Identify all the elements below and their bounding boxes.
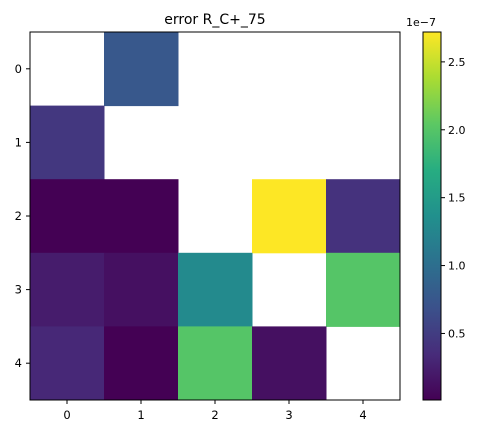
colorbar-exponent-label: 1e−7 xyxy=(406,16,436,29)
colorbar: 0.5 1.0 1.5 2.0 2.5 xyxy=(422,31,466,401)
colorbar-tick-label: 0.5 xyxy=(448,327,466,340)
x-tick-label: 2 xyxy=(211,408,218,422)
y-tick-label: 3 xyxy=(15,283,22,297)
heatmap-cell xyxy=(326,252,401,327)
heatmap-cells xyxy=(30,32,401,401)
y-tick-label: 1 xyxy=(15,135,22,149)
colorbar-tick-label: 1.0 xyxy=(448,260,466,273)
colorbar-tick-label: 1.5 xyxy=(448,192,466,205)
colorbar-tick-label: 2.5 xyxy=(448,56,466,69)
heatmap-cell xyxy=(30,326,105,401)
colorbar-tick-label: 2.0 xyxy=(448,124,466,137)
heatmap-cell xyxy=(252,179,327,254)
heatmap-cell xyxy=(178,252,253,327)
heatmap-cell xyxy=(104,32,179,107)
heatmap-cell xyxy=(30,105,105,180)
heatmap-cell xyxy=(104,252,179,327)
heatmap-cell xyxy=(104,326,179,401)
heatmap-cell xyxy=(104,179,179,254)
heatmap-cell xyxy=(326,179,401,254)
colorbar-gradient xyxy=(422,31,442,401)
axis-ticks: 0 1 2 3 4 0 1 2 3 4 xyxy=(15,62,367,422)
y-tick-label: 0 xyxy=(15,62,22,76)
x-tick-label: 1 xyxy=(137,408,144,422)
x-tick-label: 0 xyxy=(63,408,70,422)
heatmap-cell xyxy=(30,252,105,327)
y-tick-label: 4 xyxy=(15,356,22,370)
x-tick-label: 3 xyxy=(285,408,292,422)
chart-title: error R_C+_75 xyxy=(164,12,265,28)
y-tick-label: 2 xyxy=(15,209,22,223)
heatmap-cell xyxy=(30,179,105,254)
heatmap-cell xyxy=(252,326,327,401)
heatmap-cell xyxy=(178,326,253,401)
x-tick-label: 4 xyxy=(359,408,366,422)
